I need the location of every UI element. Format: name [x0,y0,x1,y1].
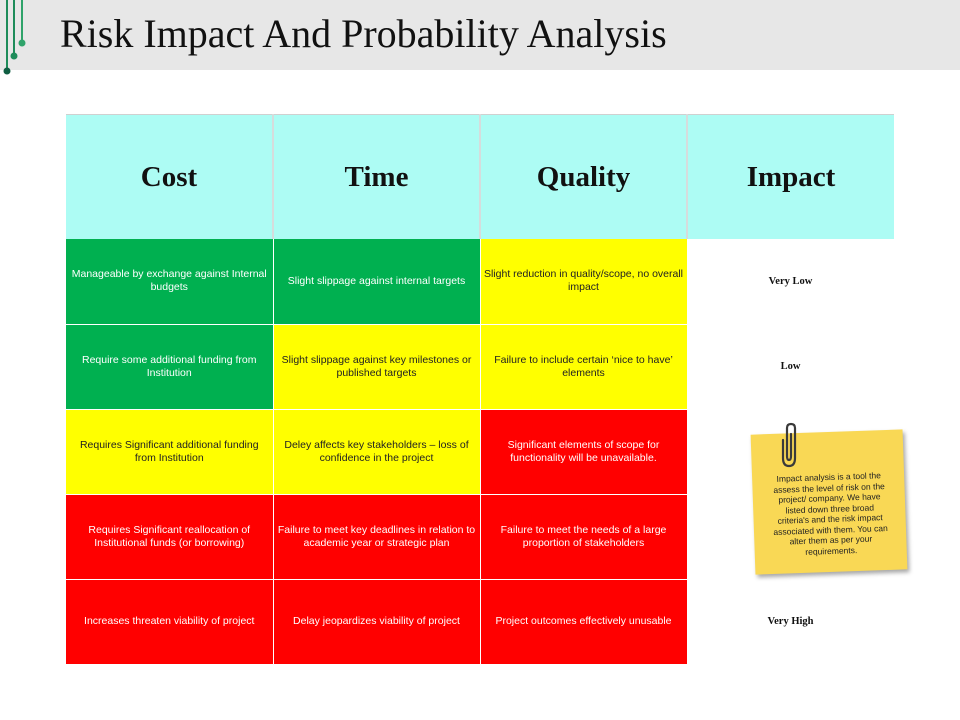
time-cell: Slight slippage against key milestones o… [273,324,481,410]
header-time: Time [273,114,481,239]
impact-cell: Low [687,324,895,410]
table-header-row: Cost Time Quality Impact [66,114,894,239]
circuit-decoration-icon [3,0,26,75]
quality-cell: Slight reduction in quality/scope, no ov… [480,239,688,325]
cost-cell: Increases threaten viability of project [66,579,274,665]
time-cell: Deley affects key stakeholders – loss of… [273,409,481,495]
header-cost: Cost [66,114,274,239]
quality-cell: Failure to include certain ‘nice to have… [480,324,688,410]
risk-impact-table: Cost Time Quality Impact Manageable by e… [66,114,895,665]
header-quality: Quality [480,114,688,239]
quality-cell: Significant elements of scope for functi… [480,409,688,495]
table-row: Increases threaten viability of project … [66,579,895,665]
sticky-note: Impact analysis is a tool the assess the… [750,429,908,575]
impact-cell: Very Low [687,239,895,325]
cost-cell: Requires Significant reallocation of Ins… [66,494,274,580]
sticky-note-text: Impact analysis is a tool the assess the… [773,470,888,557]
page-title: Risk Impact And Probability Analysis [60,11,667,56]
cost-cell: Manageable by exchange against Internal … [66,239,274,325]
title-band [0,0,960,70]
quality-cell: Failure to meet the needs of a large pro… [480,494,688,580]
header-impact: Impact [687,114,894,239]
cost-cell: Requires Significant additional funding … [66,409,274,495]
time-cell: Delay jeopardizes viability of project [273,579,481,665]
time-cell: Slight slippage against internal targets [273,239,481,325]
impact-cell: Very High [687,579,895,665]
paperclip-icon [781,422,797,468]
time-cell: Failure to meet key deadlines in relatio… [273,494,481,580]
cost-cell: Require some additional funding from Ins… [66,324,274,410]
table-row: Require some additional funding from Ins… [66,324,895,410]
quality-cell: Project outcomes effectively unusable [480,579,688,665]
table-row: Manageable by exchange against Internal … [66,239,895,325]
